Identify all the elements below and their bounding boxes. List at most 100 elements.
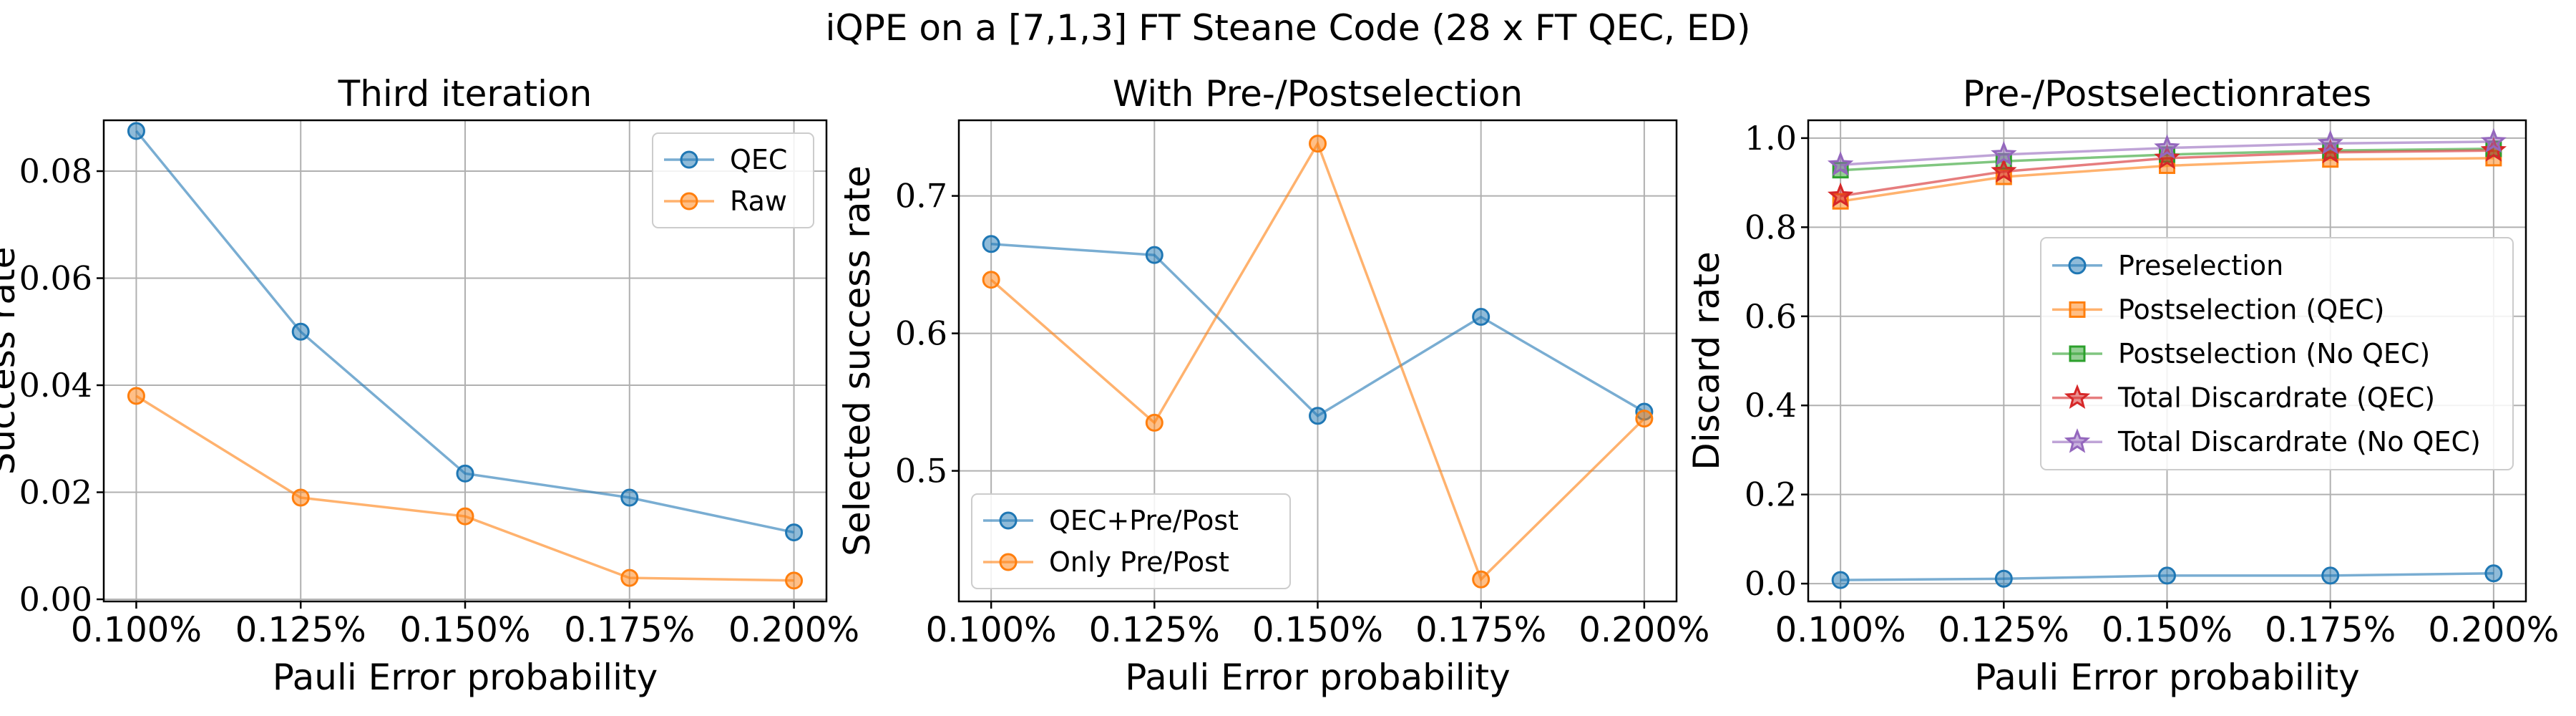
legend-label: Only Pre/Post (1049, 546, 1229, 578)
legend-label: Raw (730, 185, 787, 217)
data-point (456, 507, 474, 526)
legend-marker (999, 553, 1018, 571)
x-tick-label: 0.200% (728, 610, 859, 650)
data-point (291, 322, 310, 341)
data-point (2484, 564, 2503, 583)
y-tick-label: 0.6 (895, 314, 947, 353)
figure-title: iQPE on a [7,1,3] FT Steane Code (28 x F… (825, 7, 1750, 49)
legend-marker (999, 511, 1018, 530)
data-point (785, 523, 804, 542)
y-axis-label: Success rate (0, 247, 23, 475)
data-point (785, 571, 804, 590)
legend-frame (971, 493, 1291, 589)
x-tick-label: 0.200% (1579, 610, 1709, 650)
legend-marker (680, 192, 698, 211)
legend-marker (680, 150, 698, 169)
legend: QEC Raw (652, 132, 814, 228)
data-point (1472, 570, 1491, 589)
legend-label: QEC (730, 144, 787, 175)
data-point (2321, 566, 2340, 585)
legend-label: Postselection (QEC) (2118, 294, 2385, 325)
data-point (127, 122, 145, 140)
data-point (291, 488, 310, 507)
data-point (2154, 144, 2180, 170)
x-tick-label: 0.100% (71, 610, 202, 650)
x-axis-label: Pauli Error probability (273, 657, 658, 698)
data-point (456, 464, 474, 483)
data-point (982, 235, 1000, 253)
x-tick-label: 0.125% (1089, 610, 1220, 650)
y-axis-label: Selected success rate (836, 165, 878, 556)
legend-label: QEC+Pre/Post (1049, 505, 1239, 536)
data-point (1145, 413, 1163, 432)
subplot-title: Pre-/Postselectionrates (1963, 73, 2371, 115)
data-point (2317, 138, 2343, 164)
legend-marker (2064, 428, 2091, 453)
y-tick-label: 0.4 (1745, 386, 1797, 425)
legend-marker (2064, 384, 2091, 410)
data-point (982, 271, 1000, 289)
data-point (1635, 410, 1654, 428)
legend-label: Preselection (2118, 250, 2283, 281)
y-tick-label: 0.5 (895, 452, 947, 490)
x-tick-label: 0.100% (926, 610, 1057, 650)
subplot-1: 0.100% 0.125% 0.150% 0.175% 0.200% 0.00 0.02 0.… (0, 73, 859, 698)
x-tick-label: 0.150% (2102, 610, 2233, 650)
data-point (1831, 571, 1850, 589)
legend-label: Total Discardrate (QEC) (2117, 382, 2435, 414)
x-axis-label: Pauli Error probability (1125, 657, 1510, 698)
y-tick-label: 0.02 (19, 473, 92, 512)
y-tick-label: 0.08 (19, 152, 92, 190)
data-point (1472, 308, 1491, 326)
y-tick-label: 0.00 (19, 580, 92, 619)
x-tick-label: 0.125% (235, 610, 366, 650)
data-point (1828, 182, 1854, 208)
data-point (2154, 134, 2180, 160)
data-point (620, 569, 639, 587)
x-tick-label: 0.175% (564, 610, 695, 650)
data-point (2480, 127, 2507, 153)
x-axis-label: Pauli Error probability (1974, 657, 2359, 698)
data-point (1827, 151, 1854, 176)
subplot-title: With Pre-/Postselection (1113, 73, 1523, 115)
data-point (1145, 246, 1163, 264)
y-axis-label: Discard rate (1686, 251, 1727, 470)
data-point (1991, 140, 2017, 166)
legend-marker (2069, 301, 2086, 318)
y-tick-label: 0.7 (895, 177, 947, 216)
data-point (1309, 135, 1327, 153)
data-point (2317, 130, 2343, 155)
legend-frame (2040, 237, 2514, 470)
y-tick-label: 0.0 (1745, 564, 1797, 603)
data-point (127, 387, 145, 405)
data-point (1309, 407, 1327, 425)
subplot-title: Third iteration (338, 73, 592, 115)
data-point (2480, 137, 2507, 162)
y-tick-label: 1.0 (1745, 119, 1797, 158)
y-tick-label: 0.8 (1745, 208, 1797, 246)
legend-label: Total Discardrate (No QEC) (2117, 426, 2481, 458)
y-tick-label: 0.6 (1745, 297, 1797, 336)
y-tick-label: 0.2 (1745, 475, 1797, 514)
legend-marker (2068, 256, 2087, 275)
legend-label: Postselection (No QEC) (2118, 338, 2430, 369)
y-tick-label: 0.06 (19, 259, 92, 298)
x-tick-label: 0.125% (1938, 610, 2069, 650)
x-tick-label: 0.175% (2265, 610, 2396, 650)
x-tick-label: 0.100% (1775, 610, 1906, 650)
subplot-3: 0.100% 0.125% 0.150% 0.175% 0.200% 0.0 0.2 0.4 0… (1686, 73, 2559, 698)
x-tick-label: 0.150% (399, 610, 530, 650)
data-point (620, 488, 639, 507)
data-point (2158, 566, 2176, 585)
x-tick-label: 0.200% (2428, 610, 2559, 650)
x-tick-label: 0.175% (1415, 610, 1546, 650)
data-point (1994, 569, 2013, 588)
legend-marker (2069, 345, 2086, 362)
data-point (1991, 158, 2017, 183)
y-tick-label: 0.04 (19, 366, 92, 405)
legend: Preselection Postselection (QEC) Postselec… (2040, 237, 2514, 470)
x-tick-label: 0.150% (1252, 610, 1383, 650)
legend: QEC+Pre/Post Only Pre/Post (971, 493, 1291, 589)
subplot-2: 0.100% 0.125% 0.150% 0.175% 0.200% 0.5 0.6 0.7 W… (836, 73, 1709, 698)
